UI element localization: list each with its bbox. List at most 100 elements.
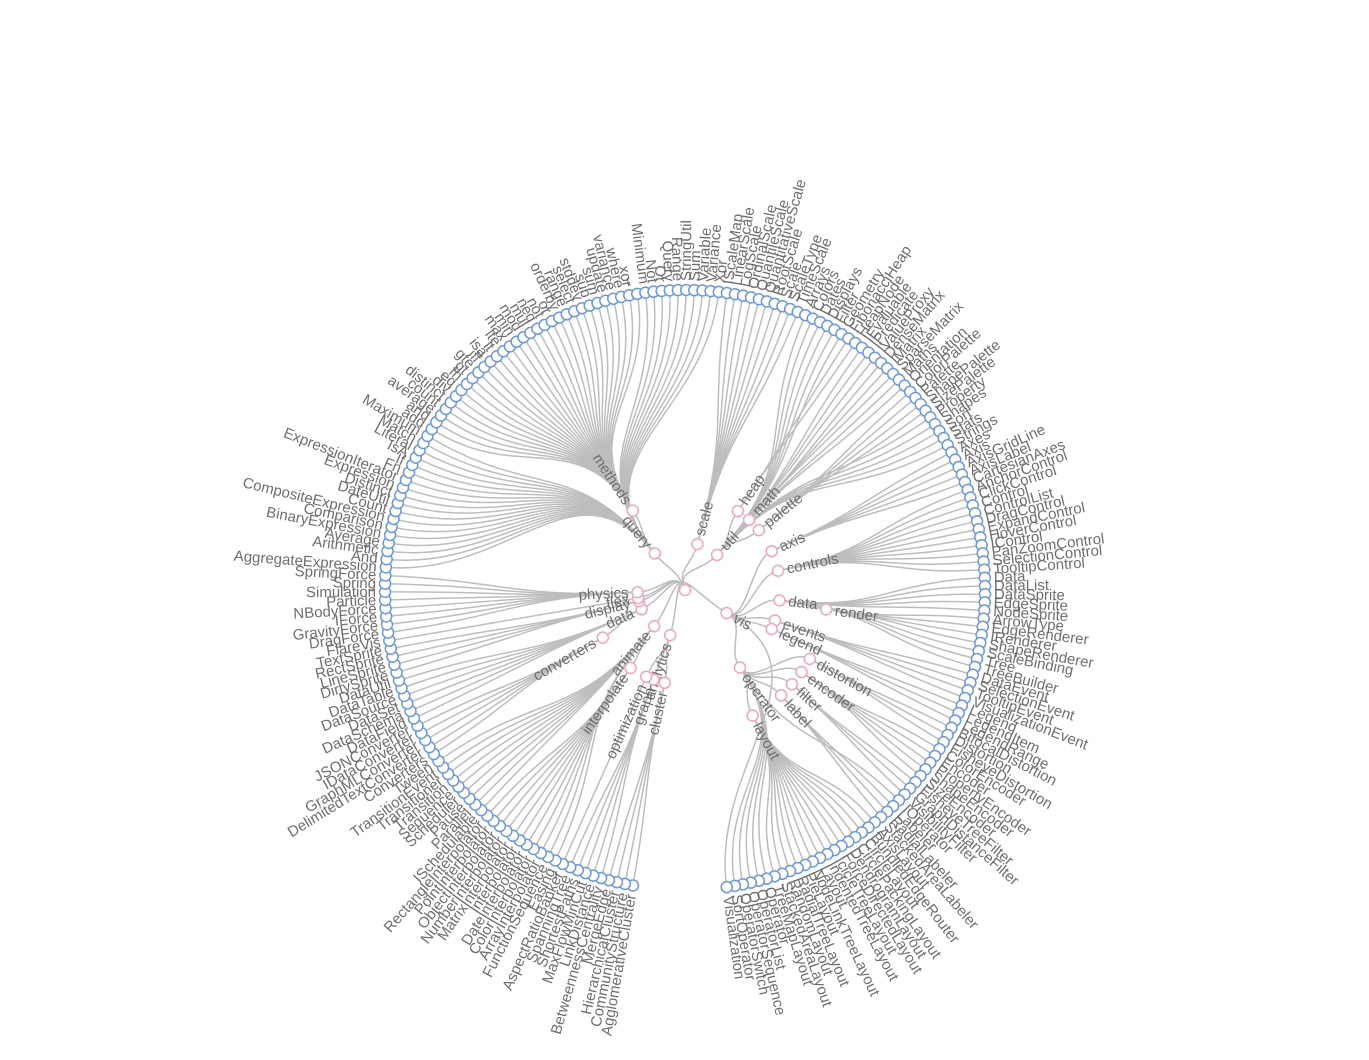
internal-node-marker[interactable] — [720, 606, 733, 620]
node-label: Variable — [695, 227, 715, 282]
tree-link-sort-operator — [731, 667, 763, 886]
tree-node-axis[interactable]: axis — [765, 529, 808, 558]
tree-node-render[interactable]: render — [819, 602, 879, 625]
tree-link-controls — [726, 570, 779, 616]
tree-link-flare-vis — [389, 597, 639, 642]
internal-node-marker[interactable] — [773, 594, 786, 607]
tree-link-aspect-ratio-banker — [562, 676, 647, 865]
node-label: Sum — [686, 250, 704, 281]
tree-link-sparse-matrix — [748, 373, 894, 521]
node-label: Variance — [703, 224, 725, 283]
tree-link-jsonconverter — [417, 636, 604, 727]
internal-node-marker[interactable] — [774, 689, 788, 702]
tree-link-orientation — [716, 385, 906, 556]
internal-node-marker[interactable] — [803, 652, 816, 666]
node-label: NBodyForce — [293, 601, 377, 623]
node-label: Query — [658, 240, 677, 282]
tree-node-scale[interactable]: scale — [691, 499, 718, 551]
tree-node-data[interactable]: data — [773, 593, 819, 613]
internal-node-marker[interactable] — [765, 544, 778, 558]
tree-link-size-palette — [758, 410, 927, 531]
tree-node-data[interactable]: Data — [978, 568, 1026, 586]
tree-link-time-scale — [696, 311, 799, 545]
internal-node-marker[interactable] — [624, 661, 637, 675]
internal-node-marker[interactable] — [742, 513, 756, 527]
internal-node-marker[interactable] — [658, 676, 671, 690]
node-label: IForce — [334, 609, 378, 630]
tree-link-fisheye-distortion — [809, 658, 944, 743]
internal-node-marker[interactable] — [678, 583, 692, 597]
tree-node-vis[interactable]: vis — [720, 606, 754, 634]
tree-link-heap-node — [737, 342, 856, 512]
internal-node-marker[interactable] — [640, 670, 653, 683]
node-label: Range — [668, 237, 686, 282]
node-label: Fn — [381, 455, 404, 478]
node-label: Not — [641, 259, 660, 285]
internal-node-marker[interactable] — [691, 537, 704, 551]
tree-link-rectangle-interpolator — [486, 667, 632, 817]
internal-node-marker[interactable] — [752, 523, 766, 537]
internal-node-marker[interactable] — [746, 709, 759, 722]
node-label: NodeSprite — [993, 603, 1069, 625]
internal-node-marker[interactable] — [785, 677, 799, 691]
node-label: Particle — [326, 592, 377, 611]
leaf-node-marker[interactable] — [720, 880, 734, 894]
tree-link-tween — [437, 625, 655, 762]
internal-node-marker[interactable] — [596, 631, 610, 644]
tree-link-node-sprite — [779, 599, 985, 612]
node-label: controls — [785, 550, 840, 577]
node-label: TooltipControl — [993, 555, 1086, 578]
node-label: sub — [571, 271, 595, 299]
tree-node-query[interactable]: query — [618, 512, 661, 560]
node-label: DataSprite — [994, 586, 1065, 604]
tree-link-ipredicate — [716, 352, 870, 556]
tree-link-visualization — [724, 612, 773, 888]
tree-link-aggregate-expression — [385, 514, 656, 569]
tree-node-spring[interactable]: Spring — [333, 574, 392, 592]
internal-node-marker[interactable] — [648, 547, 661, 560]
tree-node-iforce[interactable]: IForce — [334, 609, 393, 630]
node-label: ArrowType — [992, 611, 1065, 635]
internal-node-marker[interactable] — [663, 628, 677, 642]
node-label: physics — [578, 584, 629, 603]
tree-link-maximum — [427, 435, 656, 554]
tree-node-fn[interactable]: Fn — [381, 455, 416, 479]
tree-node-node[interactable] — [678, 583, 692, 597]
internal-node-marker[interactable] — [819, 603, 833, 616]
internal-node-marker[interactable] — [765, 622, 778, 636]
tree-link-ioperator — [739, 667, 900, 801]
internal-node-marker[interactable] — [647, 619, 661, 633]
tree-links — [385, 289, 985, 888]
node-label: data — [787, 593, 819, 613]
internal-node-marker[interactable] — [626, 504, 640, 517]
tree-link-data-util — [398, 608, 642, 682]
node-label: Xor — [712, 259, 732, 284]
tree-link-visibility-filter — [791, 683, 906, 795]
tree-link-spring-force — [385, 574, 638, 595]
internal-node-marker[interactable] — [771, 564, 785, 577]
tree-link-stacked-area-labeler — [780, 694, 882, 818]
internal-node-marker[interactable] — [795, 665, 808, 679]
tree-link-tooltip-control — [777, 561, 985, 572]
tree-nodes: analyticsclusterAgglomerativeClusterComm… — [233, 177, 1105, 1037]
tree-node-variable[interactable]: Variable — [695, 227, 715, 297]
tree-link-spanning-tree — [569, 679, 655, 868]
tree-link-size-encoder — [801, 671, 921, 777]
tree-node-arrow-type[interactable]: ArrowType — [977, 611, 1065, 635]
node-label: Simulation — [306, 584, 376, 601]
node-label: EdgeSprite — [993, 595, 1068, 615]
tree-link-axis — [726, 550, 773, 616]
node-label: And — [350, 547, 378, 567]
tree-node-node-sprite[interactable]: NodeSprite — [978, 603, 1069, 625]
tree-node-physics[interactable]: physics — [578, 584, 644, 604]
node-label: DataList — [994, 577, 1050, 595]
node-label: Or — [651, 265, 669, 283]
internal-node-marker[interactable] — [733, 661, 747, 674]
internal-node-marker[interactable] — [631, 585, 644, 599]
tree-link-xor — [628, 291, 720, 554]
internal-node-marker[interactable] — [710, 548, 724, 562]
internal-node-marker[interactable] — [731, 504, 745, 518]
node-label: StringUtil — [678, 220, 695, 281]
node-label: flex — [605, 591, 631, 612]
